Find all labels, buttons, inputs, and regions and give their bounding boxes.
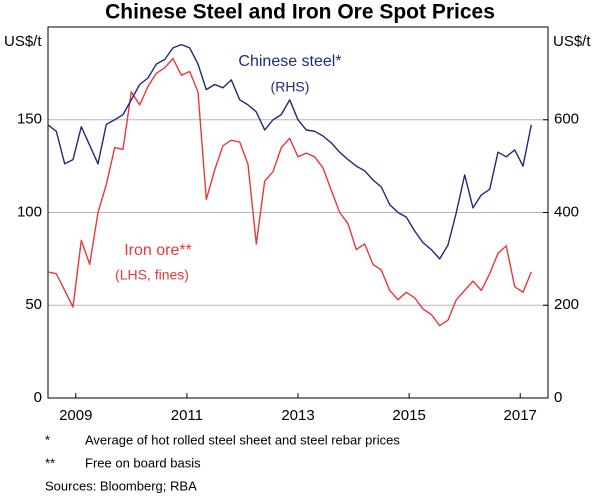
- y2-tick-label: 200: [554, 296, 579, 313]
- y2-tick-label: 0: [554, 389, 562, 406]
- plot-frame: [47, 26, 549, 399]
- x-tick-label: 2017: [504, 407, 537, 424]
- y2-axis-label: US$/t: [553, 33, 591, 50]
- x-tick-label: 2011: [171, 407, 203, 424]
- annotation: Iron ore**: [124, 242, 192, 259]
- y-tick-label: 50: [25, 296, 42, 313]
- x-tick-label: 2013: [281, 407, 314, 424]
- y2-tick-label: 400: [554, 203, 579, 220]
- note-marker: *: [45, 432, 50, 447]
- y-tick-label: 100: [17, 203, 42, 220]
- x-tick-label: 2009: [59, 407, 92, 424]
- x-tick-label: 2015: [392, 407, 425, 424]
- note-text: Free on board basis: [85, 455, 201, 470]
- annotation: Chinese steel*: [238, 53, 341, 70]
- series-line: [47, 43, 532, 260]
- series-line: [47, 57, 532, 327]
- y2-tick-label: 600: [554, 111, 579, 128]
- chart-title: Chinese Steel and Iron Ore Spot Prices: [105, 1, 495, 24]
- note-marker: **: [45, 455, 55, 470]
- annotation: (RHS): [271, 79, 310, 95]
- source: Sources: Bloomberg; RBA: [45, 478, 197, 493]
- note-text: Average of hot rolled steel sheet and st…: [85, 432, 400, 447]
- y-tick-label: 150: [17, 111, 42, 128]
- y-axis-label: US$/t: [4, 33, 42, 50]
- annotation: (LHS, fines): [115, 267, 189, 283]
- y-tick-label: 0: [34, 389, 42, 406]
